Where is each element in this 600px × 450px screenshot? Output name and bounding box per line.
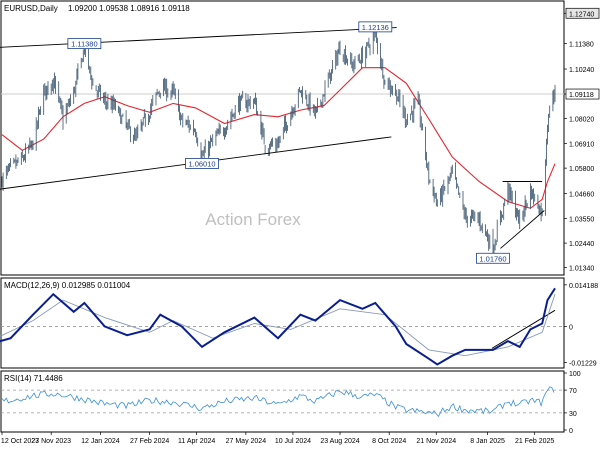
annotation-box: [185, 158, 219, 169]
x-tick-label: 12 Oct 2023: [1, 438, 39, 445]
high-price-box: [565, 7, 600, 19]
annotation-box: [67, 38, 102, 50]
y-tick-label: 1.09118: [569, 92, 594, 99]
moving-average-line: [1, 67, 556, 209]
macd-panel: [0, 277, 565, 369]
y-tick-label: 70: [569, 388, 577, 395]
y-tick-label: 1.05800: [569, 166, 594, 173]
x-tick-label: 11 Apr 2024: [178, 438, 215, 445]
macd-title: MACD(12,26,9) 0.012985 0.011004: [4, 281, 131, 290]
annotation-box: [358, 21, 393, 33]
rsi-line: [1, 386, 555, 418]
x-tick-label: 21 Feb 2025: [515, 438, 554, 445]
watermark: Action Forex: [205, 210, 301, 229]
x-tick-label: 23 Aug 2024: [320, 438, 359, 445]
current-price-box: [565, 88, 600, 100]
x-tick-label: 27 Feb 2024: [130, 438, 169, 445]
x-tick-label: 8 Jan 2025: [470, 438, 505, 445]
y-tick-label: 1.08020: [569, 117, 594, 124]
annotation-box: [476, 252, 510, 264]
macd-layer: [0, 287, 556, 366]
x-tick-label: 8 Oct 2024: [372, 438, 406, 445]
y-tick-label: 1.01340: [569, 266, 594, 273]
rsi-panel: [0, 370, 565, 433]
macd-line: [0, 287, 556, 366]
y-tick-label: -0.01229: [569, 360, 597, 367]
symbol-title: EURUSD,Daily: [4, 4, 58, 13]
y-tick-label: 100: [569, 371, 581, 378]
rsi-title: RSI(14) 71.4486: [4, 374, 63, 383]
rsi-layer: [1, 386, 555, 418]
annotation-label: 1.12136: [362, 23, 389, 32]
x-tick-label: 21 Nov 2024: [416, 438, 456, 445]
trendline: [500, 210, 545, 249]
moving-average-layer: [1, 67, 556, 209]
y-tick-label: 1.11380: [569, 42, 594, 49]
y-tick-label: 1.10240: [569, 67, 594, 74]
y-tick-label: 1.12740: [569, 11, 594, 18]
price-annotations: 1.11380 1.12136 1.06010 1.01760: [67, 21, 510, 264]
grid-lines: [1, 93, 564, 414]
y-tick-label: 1.03550: [569, 216, 594, 223]
y-tick-label: 0.014188: [569, 283, 598, 290]
x-tick-label: 27 May 2024: [226, 438, 267, 445]
x-tick-label: 12 Jan 2024: [81, 438, 120, 445]
trendline: [0, 27, 397, 48]
annotation-label: 1.01760: [479, 254, 506, 263]
macd-signal-line: [0, 294, 556, 357]
y-tick-label: 0: [569, 324, 573, 331]
annotation-label: 1.11380: [71, 40, 98, 49]
y-tick-label: 30: [569, 411, 577, 418]
y-axis-labels: 1.12740 1.11380 1.10240 1.09118 1.08020 1.069…: [564, 7, 600, 435]
y-tick-label: 1.04660: [569, 192, 594, 199]
ohlc-values: 1.09200 1.09538 1.08916 1.09118: [68, 4, 190, 13]
x-tick-label: 27 Nov 2023: [31, 438, 71, 445]
candles-layer: [1, 26, 556, 262]
y-tick-label: 1.02440: [569, 241, 594, 248]
x-tick-label: 10 Jul 2024: [275, 438, 311, 445]
y-tick-label: 1.06910: [569, 141, 594, 148]
y-tick-label: 0: [569, 428, 573, 435]
annotation-label: 1.06010: [188, 159, 215, 168]
